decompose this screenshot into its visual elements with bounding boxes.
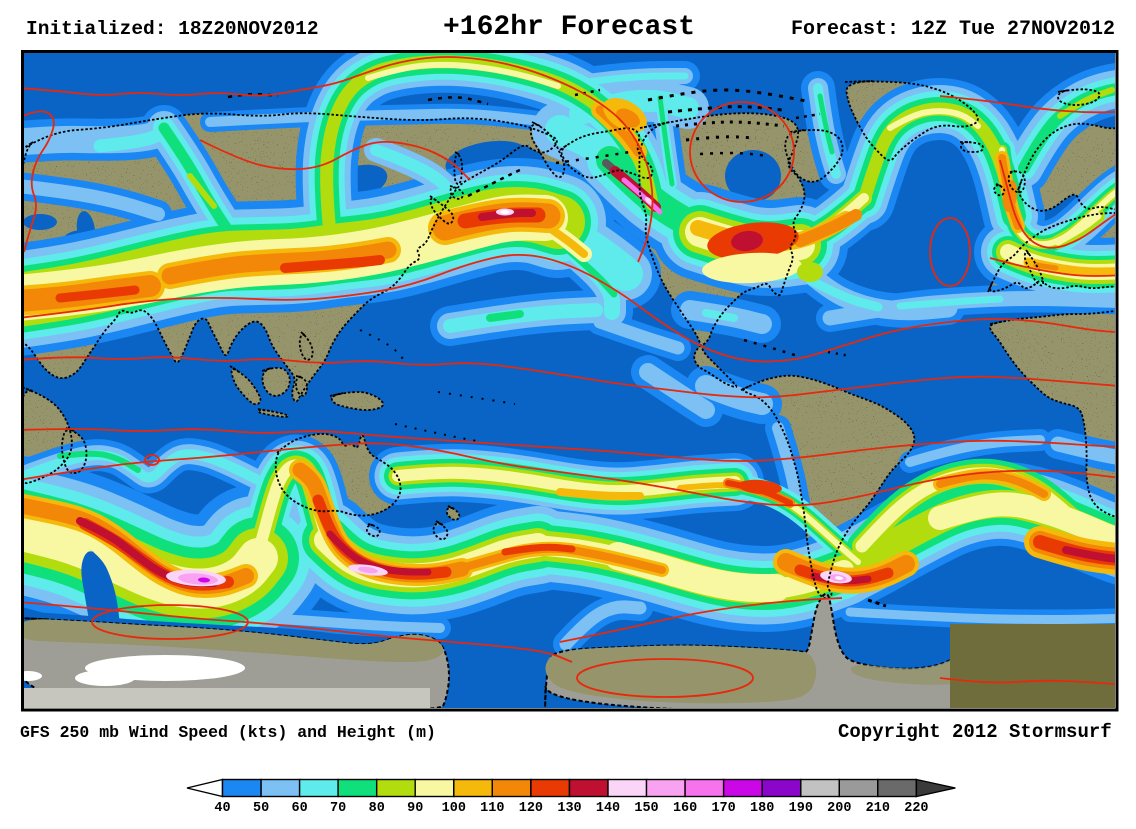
svg-text:60: 60 <box>291 801 307 816</box>
svg-text:Forecast: 12Z Tue 27NOV2012: Forecast: 12Z Tue 27NOV2012 <box>791 18 1115 41</box>
svg-text:50: 50 <box>253 801 269 816</box>
svg-text:80: 80 <box>369 801 385 816</box>
svg-text:GFS 250 mb Wind Speed (kts) an: GFS 250 mb Wind Speed (kts) and Height (… <box>20 723 436 742</box>
svg-text:140: 140 <box>596 801 620 816</box>
svg-text:100: 100 <box>442 801 466 816</box>
svg-text:+162hr Forecast: +162hr Forecast <box>443 12 695 43</box>
svg-text:220: 220 <box>904 801 928 816</box>
svg-text:190: 190 <box>789 801 813 816</box>
svg-text:200: 200 <box>827 801 851 816</box>
svg-text:70: 70 <box>330 801 346 816</box>
svg-text:90: 90 <box>407 801 423 816</box>
svg-text:180: 180 <box>750 801 774 816</box>
svg-text:120: 120 <box>519 801 543 816</box>
svg-text:210: 210 <box>866 801 890 816</box>
svg-text:Initialized: 18Z20NOV2012: Initialized: 18Z20NOV2012 <box>26 18 319 40</box>
svg-text:40: 40 <box>214 801 230 816</box>
svg-text:Copyright 2012 Stormsurf: Copyright 2012 Stormsurf <box>838 721 1112 743</box>
svg-text:160: 160 <box>673 801 697 816</box>
svg-text:170: 170 <box>711 801 735 816</box>
svg-text:150: 150 <box>634 801 658 816</box>
svg-text:130: 130 <box>557 801 581 816</box>
svg-text:110: 110 <box>480 801 504 816</box>
